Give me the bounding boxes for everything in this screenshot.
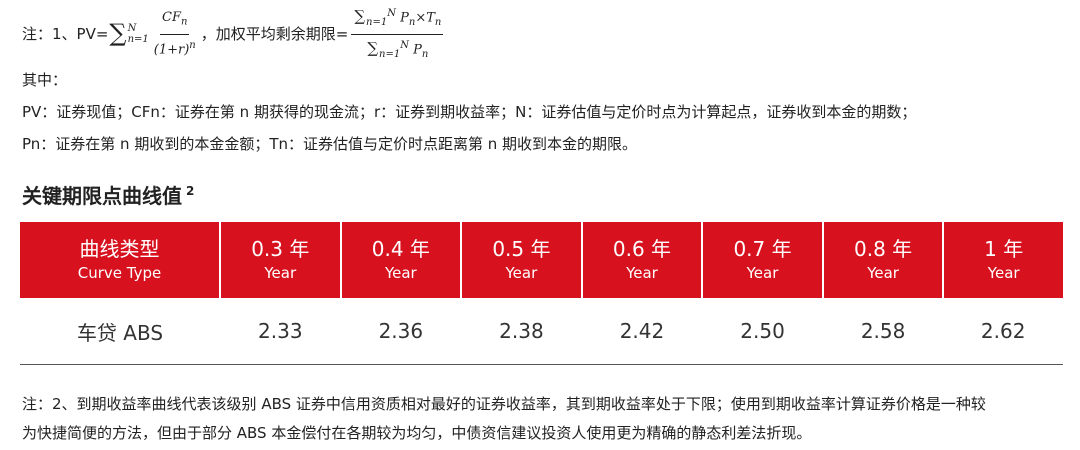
value-cell: 2.62 (943, 298, 1063, 365)
curve-table: 曲线类型 Curve Type 0.3 年 Year 0.4 年 Year 0.5 年 Yea… (20, 222, 1063, 365)
column-header-cn: 0.6 年 (612, 237, 672, 261)
wal-num-times: ×T (415, 9, 435, 25)
pv-denominator-exp: n (189, 39, 196, 51)
footnote-marker: 2 (186, 184, 195, 199)
wal-den-sum: ∑ (367, 38, 379, 57)
column-header-cn: 0.3 年 (251, 237, 310, 261)
value-cell: 2.38 (461, 298, 582, 365)
row-label-cell: 车贷 ABS (20, 298, 220, 365)
wal-den-lower: n=1 (379, 48, 401, 60)
wal-num-t-sub: n (434, 16, 442, 28)
pv-numerator-sub: n (181, 16, 188, 28)
value-cell: 2.58 (822, 298, 944, 365)
table-row: 车贷 ABS 2.33 2.36 2.38 2.42 2.50 2.58 2.62 (20, 298, 1063, 365)
wal-num-p-sub: n (408, 16, 416, 28)
definition-line-2: Pn：证券在第 n 期收到的本金金额；Tn：证券估值与定价时点距离第 n 期收到… (22, 135, 638, 153)
column-header-cn: 1 年 (984, 237, 1024, 261)
wal-den-upper: N (400, 39, 409, 51)
column-header: 0.7 年 Year (701, 222, 823, 298)
formula-separator: ，加权平均剩余期限= (200, 25, 349, 43)
table-header-row: 曲线类型 Curve Type 0.3 年 Year 0.4 年 Year 0.5 年 Yea… (20, 222, 1063, 298)
column-header-en: Year (867, 264, 899, 282)
value-cell: 2.36 (340, 298, 462, 365)
definition-line-1: PV：证券现值；CFn：证券在第 n 期获得的现金流；r：证券到期收益率；N：证… (22, 103, 917, 121)
wal-denominator: ∑n=1N Pn (364, 35, 430, 65)
value-cell: 2.33 (220, 298, 341, 365)
column-header-cn: 0.8 年 (854, 237, 913, 261)
column-header: 0.3 年 Year (219, 222, 341, 298)
column-header-en: Year (746, 264, 779, 282)
column-header-cn: 0.7 年 (733, 237, 792, 261)
table-body: 车贷 ABS 2.33 2.36 2.38 2.42 2.50 2.58 2.62 (20, 298, 1063, 365)
note-2-line-1: 注：2、到期收益率曲线代表该级别 ABS 证券中信用资质相对最好的证券收益率，其… (22, 395, 986, 413)
section-heading: 关键期限点曲线值 2 (22, 180, 194, 209)
column-header: 0.5 年 Year (460, 222, 582, 298)
column-header-en: Year (384, 264, 417, 282)
formula-line: 注：1、PV= ∑ N n=1 CFn (1+r)n ，加权平均剩余期限= ∑n… (22, 7, 446, 59)
wal-num-p: P (400, 9, 409, 25)
column-header-cn: 曲线类型 (79, 237, 160, 261)
pv-denominator: (1+r)n (152, 35, 198, 60)
column-header: 1 年 Year (942, 222, 1063, 298)
wal-den-p: P (413, 41, 422, 57)
among-label: 其中： (22, 71, 68, 89)
pv-denominator-text: (1+r) (153, 41, 190, 57)
column-header-en: Year (987, 264, 1020, 282)
sum-lower: n=1 (127, 34, 149, 45)
sum-symbol: ∑ (109, 18, 127, 47)
value-cell: 2.42 (581, 298, 703, 365)
section-title: 关键期限点曲线值 (22, 184, 182, 208)
column-header-cn: 0.4 年 (371, 237, 430, 261)
pv-numerator: CFn (160, 8, 190, 35)
wal-num-upper: N (387, 7, 396, 19)
wal-den-p-sub: n (421, 48, 429, 60)
pv-fraction: CFn (1+r)n (152, 8, 198, 60)
pv-numerator-text: CF (162, 10, 181, 26)
column-header: 曲线类型 Curve Type (20, 222, 220, 298)
formula-prefix: 注：1、PV= (22, 25, 109, 43)
wal-num-lower: n=1 (366, 16, 388, 28)
pv-sum: ∑ (108, 21, 127, 46)
column-header-cn: 0.5 年 (492, 237, 551, 261)
column-header-en: Year (626, 264, 658, 282)
value-cell: 2.50 (702, 298, 823, 365)
column-header: 0.6 年 Year (580, 222, 703, 298)
column-header: 0.8 年 Year (821, 222, 944, 298)
wal-num-sum: ∑ (354, 6, 366, 25)
wal-fraction: ∑n=1N Pn×Tn ∑n=1N Pn (351, 4, 444, 65)
column-header: 0.4 年 Year (339, 222, 462, 298)
note-2-line-2: 为快捷简便的方法，但由于部分 ABS 本金偿付在各期较为均匀，中债资信建议投资人… (22, 424, 812, 442)
note-2: 注：2、到期收益率曲线代表该级别 ABS 证券中信用资质相对最好的证券收益率，其… (22, 390, 1062, 448)
column-header-en: Year (264, 264, 297, 282)
column-header-en: Year (505, 264, 538, 282)
column-header-en: Curve Type (77, 264, 162, 282)
wal-numerator: ∑n=1N Pn×Tn (351, 4, 444, 35)
pv-sum-limits: N n=1 (128, 23, 149, 45)
sum-upper: N (127, 23, 137, 34)
